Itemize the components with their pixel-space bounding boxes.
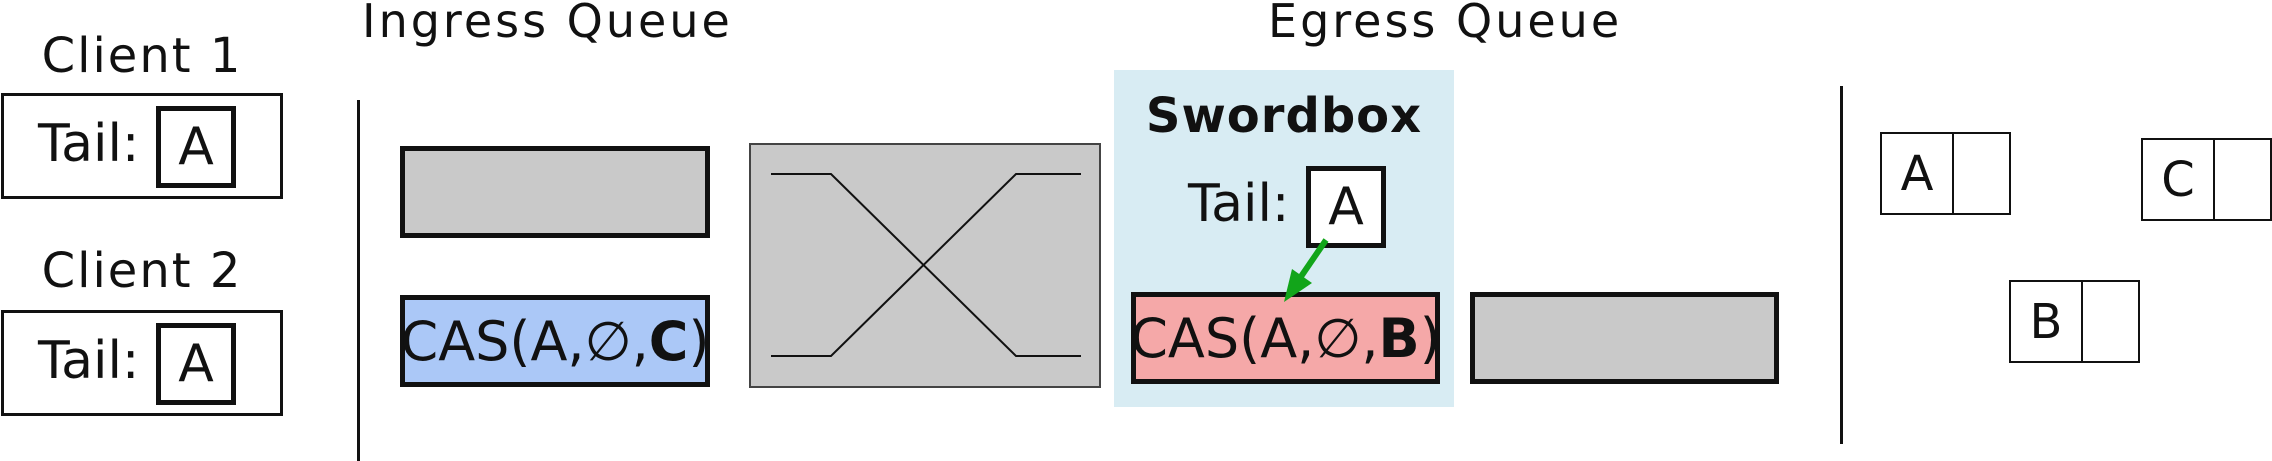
ingress-cas-prefix: CAS(A,∅, bbox=[400, 309, 649, 373]
memory-slot-b-next bbox=[2083, 282, 2138, 361]
memory-slot-a-next bbox=[1954, 134, 2009, 213]
swordbox-panel: Swordbox Tail: A CAS(A,∅, B) bbox=[1114, 70, 1454, 407]
memory-slot-c: C bbox=[2141, 138, 2272, 221]
ingress-packet-empty bbox=[400, 146, 710, 238]
memory-slot-b-key: B bbox=[2011, 282, 2083, 361]
ingress-queue-title: Ingress Queue bbox=[362, 0, 733, 48]
swordbox-tail-value: A bbox=[1306, 166, 1386, 248]
client-2-label: Client 2 bbox=[41, 243, 243, 299]
memory-slot-c-next bbox=[2215, 140, 2270, 219]
client-2-tail-label: Tail: bbox=[38, 331, 140, 391]
swordbox-cas-suffix: ) bbox=[1419, 306, 1441, 370]
memory-slot-a: A bbox=[1880, 132, 2011, 215]
switch-crossbar bbox=[749, 143, 1101, 388]
memory-slot-a-key: A bbox=[1882, 134, 1954, 213]
ingress-cas-suffix: ) bbox=[688, 309, 710, 373]
memory-slot-b: B bbox=[2009, 280, 2140, 363]
right-divider bbox=[1840, 86, 1843, 444]
client-1-label: Client 1 bbox=[41, 28, 243, 84]
client-1-tail-label: Tail: bbox=[38, 114, 140, 174]
client-2-box: Tail: A bbox=[1, 310, 283, 416]
egress-packet-empty bbox=[1470, 292, 1779, 384]
swordbox-packet-cas: CAS(A,∅, B) bbox=[1130, 292, 1441, 384]
egress-queue-title: Egress Queue bbox=[1268, 0, 1623, 48]
swordbox-cas-value: B bbox=[1378, 306, 1420, 370]
swordbox-arrow bbox=[1284, 238, 1329, 302]
client-1-tail-value: A bbox=[156, 106, 236, 188]
client-1-box: Tail: A bbox=[1, 93, 283, 199]
left-divider bbox=[357, 100, 360, 461]
ingress-packet-cas: CAS(A,∅, C) bbox=[400, 295, 710, 387]
swordbox-title: Swordbox bbox=[1145, 88, 1423, 144]
swordbox-tail-label: Tail: bbox=[1188, 174, 1290, 234]
ingress-cas-value: C bbox=[648, 309, 689, 373]
crossbar-lines bbox=[771, 173, 1081, 357]
client-2-tail-value: A bbox=[156, 323, 236, 405]
memory-slot-c-key: C bbox=[2143, 140, 2215, 219]
swordbox-cas-prefix: CAS(A,∅, bbox=[1130, 306, 1379, 370]
